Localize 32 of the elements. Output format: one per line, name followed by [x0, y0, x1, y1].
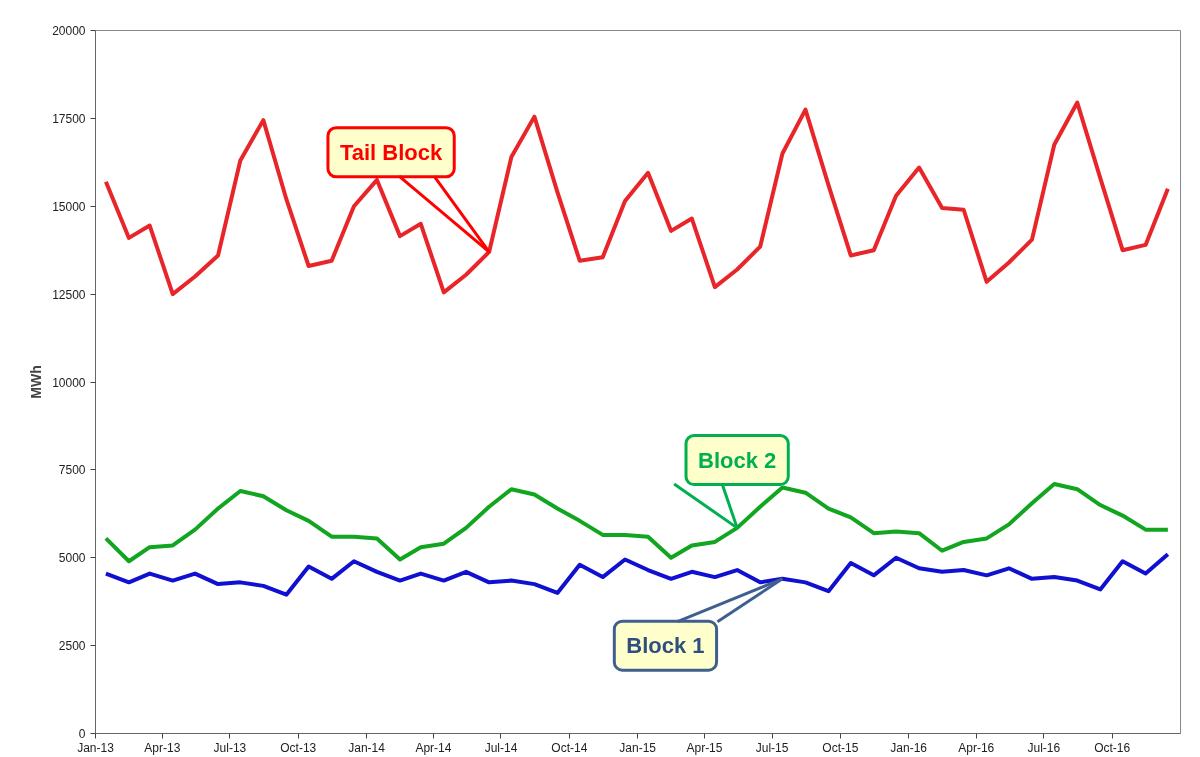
line-series — [103, 100, 1170, 297]
annotation: Block 1 — [626, 633, 705, 659]
x-tick-label: Apr-15 — [686, 740, 723, 755]
y-tick-label: 0 — [78, 727, 86, 741]
y-tick-label: 10000 — [52, 375, 86, 390]
x-tick-label: Jan-16 — [890, 740, 928, 755]
x-tick-label: Oct-15 — [822, 740, 859, 755]
line-series — [103, 552, 1170, 597]
annotation: Tail Block — [339, 139, 444, 165]
x-tick-label: Jul-14 — [484, 740, 518, 755]
x-tick-label: Apr-14 — [415, 740, 452, 755]
x-tick-label: Oct-13 — [280, 740, 317, 755]
y-tick-label: 2500 — [58, 639, 86, 654]
x-tick-label: Apr-16 — [958, 740, 995, 755]
annotation: Block 2 — [698, 447, 777, 473]
y-tick-label: 7500 — [58, 463, 86, 478]
x-tick-label: Jul-16 — [1027, 740, 1061, 755]
y-tick-label: 5000 — [58, 551, 86, 566]
x-tick-label: Jan-15 — [619, 740, 657, 755]
x-tick-label: Jul-13 — [213, 740, 247, 755]
y-tick-label: 20000 — [52, 24, 86, 38]
y-axis-title: MWh — [28, 365, 45, 399]
x-tick-label: Jan-13 — [77, 740, 115, 755]
x-tick-label: Oct-14 — [551, 740, 588, 755]
line-series — [103, 481, 1170, 564]
x-tick-label: Jan-14 — [348, 740, 386, 755]
x-tick-label: Oct-16 — [1094, 740, 1131, 755]
x-tick-label: Apr-13 — [144, 740, 181, 755]
x-tick-label: Jul-15 — [755, 740, 789, 755]
y-tick-label: 15000 — [52, 199, 86, 214]
y-tick-label: 12500 — [52, 287, 86, 302]
y-tick-label: 17500 — [52, 111, 86, 126]
